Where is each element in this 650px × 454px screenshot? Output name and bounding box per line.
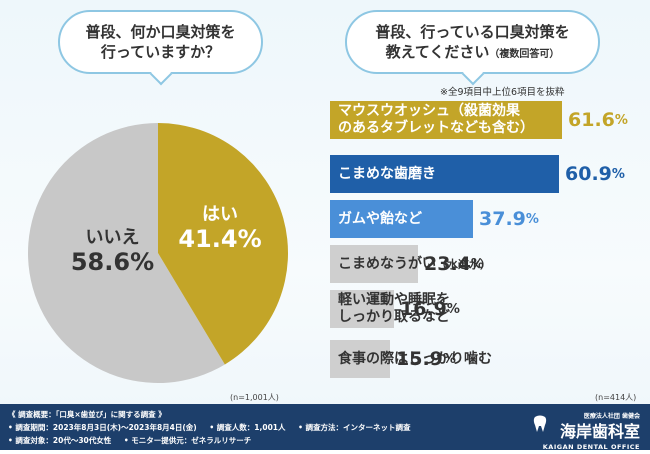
bar-label: こまめなうがい（水道水） xyxy=(338,256,491,273)
note-text: ※全9項目中上位6項目を抜粋 xyxy=(440,87,565,98)
bar-value: 37.9% xyxy=(479,200,539,238)
left-question-line2: 行っていますか？ xyxy=(100,42,221,61)
footer-count: • 調査人数：1,001人 xyxy=(209,423,286,432)
bar: こまめな歯磨き xyxy=(330,155,559,193)
bar-value: 15.9% xyxy=(396,340,456,378)
pie-label-yes: はい 41.4% xyxy=(175,204,265,254)
bar-value-unit: % xyxy=(442,351,456,367)
clinic-logo: 医療法人社団 歯健会 海岸歯科室 KAIGAN DENTAL OFFICE xyxy=(543,410,640,454)
right-question-line2: 教えてください（複数回答可） xyxy=(347,43,598,63)
pie-slice-yes xyxy=(158,123,288,365)
bar-label-line1: マウスウオッシュ（殺菌効果 xyxy=(338,103,520,120)
pie-value-no-number: 58.6 xyxy=(70,247,131,276)
bar-label-line1: こまめな歯磨き xyxy=(338,165,436,182)
right-question-line2-main: 教えてください xyxy=(385,42,490,61)
pie-value-no-unit: % xyxy=(130,247,155,276)
bar-value-unit: % xyxy=(525,211,539,227)
tooth-logo-icon xyxy=(533,415,547,432)
bar-value-number: 15.9 xyxy=(396,348,443,370)
bar-value: 61.6% xyxy=(568,101,628,139)
bar: ガムや飴など xyxy=(330,200,473,238)
bar-label: ガムや飴など xyxy=(338,211,422,228)
pie-label-no: いいえ 58.6% xyxy=(65,227,160,277)
bar-label-small: （水道水） xyxy=(436,257,491,271)
footer: 《 調査概要：「口臭×歯並び」に関する調査 》 • 調査期間：2023年8月3日… xyxy=(0,404,650,451)
logo-english: KAIGAN DENTAL OFFICE xyxy=(542,443,640,451)
bar: マウスウオッシュ（殺菌効果 のあるタブレットなども含む） xyxy=(330,101,562,139)
bar-label-line1: ガムや飴など xyxy=(338,210,422,227)
bar-label-line1: 食事の際はしっかり噛む xyxy=(338,350,492,367)
logo-name: 海岸歯科室 xyxy=(559,422,640,441)
logo-small-text: 医療法人社団 歯健会 xyxy=(583,413,640,420)
bar: こまめなうがい（水道水） xyxy=(330,245,491,283)
left-question-bubble: 普段、何か口臭対策を 行っていますか？ xyxy=(58,10,263,74)
right-question-line2-small: （複数回答可） xyxy=(489,48,560,60)
bar-label: 食事の際はしっかり噛む xyxy=(338,351,492,368)
bar-value-unit: % xyxy=(470,256,484,272)
footer-method: • 調査方法：インターネット調査 xyxy=(298,423,411,432)
bar-value-number: 37.9 xyxy=(479,208,526,230)
right-question-line1: 普段、行っている口臭対策を xyxy=(375,23,570,41)
pie-value-yes-unit: % xyxy=(237,224,262,253)
bar-value: 23.4% xyxy=(424,245,484,283)
footer-period: • 調査期間：2023年8月3日(木)～2023年8月4日(金) xyxy=(8,423,197,432)
bar-label-line1: こまめなうがい xyxy=(338,255,436,272)
pie-value-yes-number: 41.4 xyxy=(178,224,238,253)
footer-target: • 調査対象：20代～30代女性 xyxy=(8,436,112,445)
pie-chart xyxy=(27,123,288,384)
bar-label-line2: のあるタブレットなども含む） xyxy=(338,120,534,136)
bar-value-number: 23.4 xyxy=(424,253,471,275)
left-sample-size: (n=1,001人) xyxy=(230,393,279,402)
bar-value-number: 61.6 xyxy=(568,109,615,131)
bar: 食事の際はしっかり噛む xyxy=(330,340,492,378)
pie-value-no: 58.6% xyxy=(65,247,160,277)
bar-value: 16.9% xyxy=(400,290,460,328)
bar-label: 軽い運動や睡眠を しっかり取るなど xyxy=(338,292,450,326)
pie-slice-no xyxy=(27,123,225,384)
bar-value-unit: % xyxy=(614,112,628,128)
bar-value-unit: % xyxy=(611,166,625,182)
bar-value: 60.9% xyxy=(565,155,625,193)
bar: 軽い運動や睡眠を しっかり取るなど xyxy=(330,290,450,328)
footer-title: 《 調査概要：「口臭×歯並び」に関する調査 》 xyxy=(8,410,166,419)
bar-label: マウスウオッシュ（殺菌効果 のあるタブレットなども含む） xyxy=(338,103,534,137)
bar-label-line2: しっかり取るなど xyxy=(338,309,450,325)
right-sample-size: (n=414人) xyxy=(595,393,637,402)
left-question-line1: 普段、何か口臭対策を xyxy=(85,23,236,41)
bar-value-number: 16.9 xyxy=(400,298,447,320)
footer-provider: • モニター提供元：ゼネラルリサーチ xyxy=(123,436,252,445)
bar-label-line1: 軽い運動や睡眠を xyxy=(338,292,450,309)
bar-value-number: 60.9 xyxy=(565,163,612,185)
footer-row-3: • 調査対象：20代～30代女性 • モニター提供元：ゼネラルリサーチ xyxy=(8,434,642,447)
footer-row-2: • 調査期間：2023年8月3日(木)～2023年8月4日(金) • 調査人数：… xyxy=(8,421,642,434)
bar-label: こまめな歯磨き xyxy=(338,166,436,183)
pie-label-yes-text: はい xyxy=(202,204,238,225)
right-question-bubble: 普段、行っている口臭対策を 教えてください（複数回答可） xyxy=(345,10,600,74)
bar-value-unit: % xyxy=(446,301,460,317)
pie-value-yes: 41.4% xyxy=(175,224,265,254)
pie-label-no-text: いいえ xyxy=(85,227,140,248)
